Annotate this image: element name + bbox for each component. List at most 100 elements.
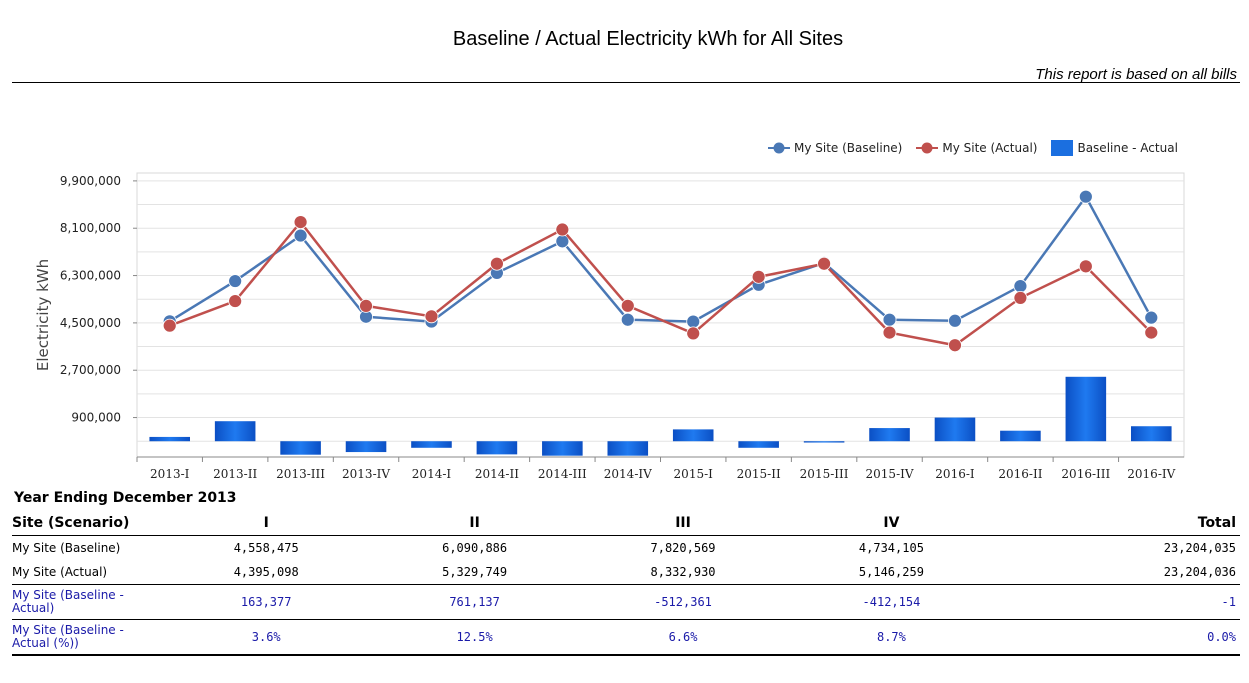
point-1-2015-III bbox=[817, 256, 831, 271]
y-tick-label: 9,900,000 bbox=[60, 174, 121, 188]
col-header-site: Site (Scenario) bbox=[12, 511, 162, 536]
point-0-2013-III bbox=[293, 228, 308, 243]
x-tick-label: 2013-II bbox=[213, 467, 257, 481]
row-label: My Site (Baseline - Actual) bbox=[12, 584, 162, 620]
table-row: My Site (Baseline) 4,558,475 6,090,886 7… bbox=[12, 536, 1240, 561]
point-1-2015-IV bbox=[882, 325, 897, 340]
point-0-2013-II bbox=[228, 274, 243, 288]
point-1-2016-I bbox=[948, 338, 962, 353]
bar-diff-2016-IV bbox=[1130, 426, 1172, 442]
x-tick-label: 2014-I bbox=[412, 467, 452, 481]
col-header-q3: III bbox=[578, 511, 788, 536]
point-1-2013-III bbox=[293, 215, 308, 229]
legend-label-diff: Baseline - Actual bbox=[1077, 141, 1178, 155]
bar-diff-2015-II bbox=[738, 441, 779, 448]
row-label: My Site (Baseline) bbox=[12, 540, 121, 555]
table-row: My Site (Actual) 4,395,098 5,329,749 8,3… bbox=[12, 560, 1240, 585]
x-tick-label: 2015-IV bbox=[866, 467, 914, 481]
legend-label-actual: My Site (Actual) bbox=[942, 141, 1038, 155]
table-cell-total: 23,204,036 bbox=[1163, 565, 1236, 579]
point-1-2014-III bbox=[555, 222, 570, 237]
bar-diff-2016-II bbox=[1000, 430, 1041, 442]
table-cell: 7,820,569 bbox=[650, 541, 716, 555]
chart-legend: My Site (Baseline) My Site (Actual) Base… bbox=[768, 140, 1192, 156]
point-0-2016-I bbox=[948, 313, 962, 328]
bar-diff-2013-I bbox=[149, 436, 191, 442]
bar-diff-2013-IV bbox=[345, 441, 387, 453]
bar-diff-2014-I bbox=[411, 441, 452, 448]
point-1-2014-IV bbox=[620, 298, 635, 313]
x-tick-label: 2014-II bbox=[475, 467, 519, 481]
y-tick-label: 2,700,000 bbox=[60, 363, 121, 377]
electricity-chart: 900,000 2,700,000 4,500,000 6,300,000 8,100,… bbox=[34, 172, 1185, 481]
point-1-2013-I bbox=[162, 318, 177, 333]
point-1-2013-IV bbox=[359, 298, 373, 313]
x-tick-label: 2016-IV bbox=[1127, 467, 1175, 481]
x-tick-label: 2013-I bbox=[150, 467, 190, 481]
year-heading: Year Ending December 2013 bbox=[14, 490, 237, 506]
legend-item-baseline: My Site (Baseline) bbox=[768, 141, 902, 155]
x-tick-label: 2015-I bbox=[674, 467, 714, 481]
legend-label-baseline: My Site (Baseline) bbox=[794, 141, 903, 155]
col-header-q4: IV bbox=[787, 511, 996, 536]
table-cell: 12.5% bbox=[370, 619, 579, 656]
table-cell: 5,146,259 bbox=[858, 565, 924, 579]
table-cell: -412,154 bbox=[787, 584, 996, 620]
line-series bbox=[162, 189, 1159, 353]
point-0-2016-III bbox=[1078, 189, 1093, 204]
point-0-2014-III bbox=[555, 234, 570, 249]
point-1-2015-II bbox=[751, 269, 766, 284]
chart-grid bbox=[136, 172, 1185, 458]
table-cell: 5,329,749 bbox=[442, 565, 508, 579]
table-cell: 8.7% bbox=[787, 619, 996, 656]
report-title: Baseline / Actual Electricity kWh for Al… bbox=[452, 28, 844, 50]
bar-diff-2014-III bbox=[542, 441, 583, 456]
x-tick-label: 2015-II bbox=[737, 467, 781, 481]
table-cell: 4,734,105 bbox=[858, 541, 924, 555]
chart-axes: 900,000 2,700,000 4,500,000 6,300,000 8,100,… bbox=[34, 174, 1184, 481]
bar-diff-2016-III bbox=[1065, 376, 1107, 442]
table-cell-total: -1 bbox=[995, 584, 1240, 620]
y-tick-label: 8,100,000 bbox=[60, 221, 121, 235]
table-row: My Site (Baseline - Actual) 163,377 761,… bbox=[12, 584, 1240, 620]
bar-diff-2013-II bbox=[214, 421, 256, 442]
point-1-2016-IV bbox=[1144, 325, 1159, 340]
x-tick-label: 2014-III bbox=[538, 467, 587, 481]
table-cell: 8,332,930 bbox=[650, 565, 716, 579]
table-cell: 761,137 bbox=[370, 584, 579, 620]
legend-item-actual: My Site (Actual) bbox=[916, 141, 1037, 155]
x-tick-label: 2016-II bbox=[998, 467, 1042, 481]
point-0-2016-II bbox=[1013, 279, 1028, 293]
table-cell: 6,090,886 bbox=[442, 541, 508, 555]
y-tick-label: 900,000 bbox=[71, 411, 121, 425]
series-line-1 bbox=[169, 220, 1153, 347]
y-tick-label: 6,300,000 bbox=[60, 269, 121, 283]
table-cell: 6.6% bbox=[578, 619, 788, 656]
point-1-2014-II bbox=[490, 256, 504, 271]
table-cell: 163,377 bbox=[162, 584, 371, 620]
table-cell: 4,395,098 bbox=[233, 565, 299, 579]
bar-diff-2013-III bbox=[280, 441, 321, 455]
col-header-q2: II bbox=[370, 511, 579, 536]
x-tick-label: 2013-IV bbox=[342, 467, 390, 481]
legend-item-diff: Baseline - Actual bbox=[1051, 140, 1178, 156]
report-subtitle: This report is based on all bills bbox=[1035, 66, 1237, 83]
legend-marker-baseline bbox=[768, 142, 790, 154]
legend-marker-actual bbox=[916, 142, 939, 154]
bar-diff-2015-I bbox=[672, 429, 714, 442]
table-cell: 3.6% bbox=[162, 619, 371, 656]
bar-diff-2014-IV bbox=[607, 441, 649, 456]
point-1-2013-II bbox=[228, 294, 243, 308]
point-1-2016-III bbox=[1078, 259, 1093, 274]
table-cell-total: 0.0% bbox=[995, 619, 1240, 656]
point-1-2014-I bbox=[424, 309, 439, 324]
table-header-row: Site (Scenario) I II III IV Total bbox=[12, 511, 1240, 536]
row-label: My Site (Baseline - Actual (%)) bbox=[12, 619, 162, 656]
point-0-2014-IV bbox=[620, 312, 635, 327]
table-cell-total: 23,204,035 bbox=[1163, 541, 1236, 555]
plot-area bbox=[136, 172, 1185, 458]
table-row: My Site (Baseline - Actual (%)) 3.6% 12.… bbox=[12, 619, 1240, 656]
legend-marker-diff bbox=[1051, 140, 1074, 156]
bar-series-diff bbox=[149, 376, 1172, 456]
point-0-2015-IV bbox=[882, 312, 897, 327]
